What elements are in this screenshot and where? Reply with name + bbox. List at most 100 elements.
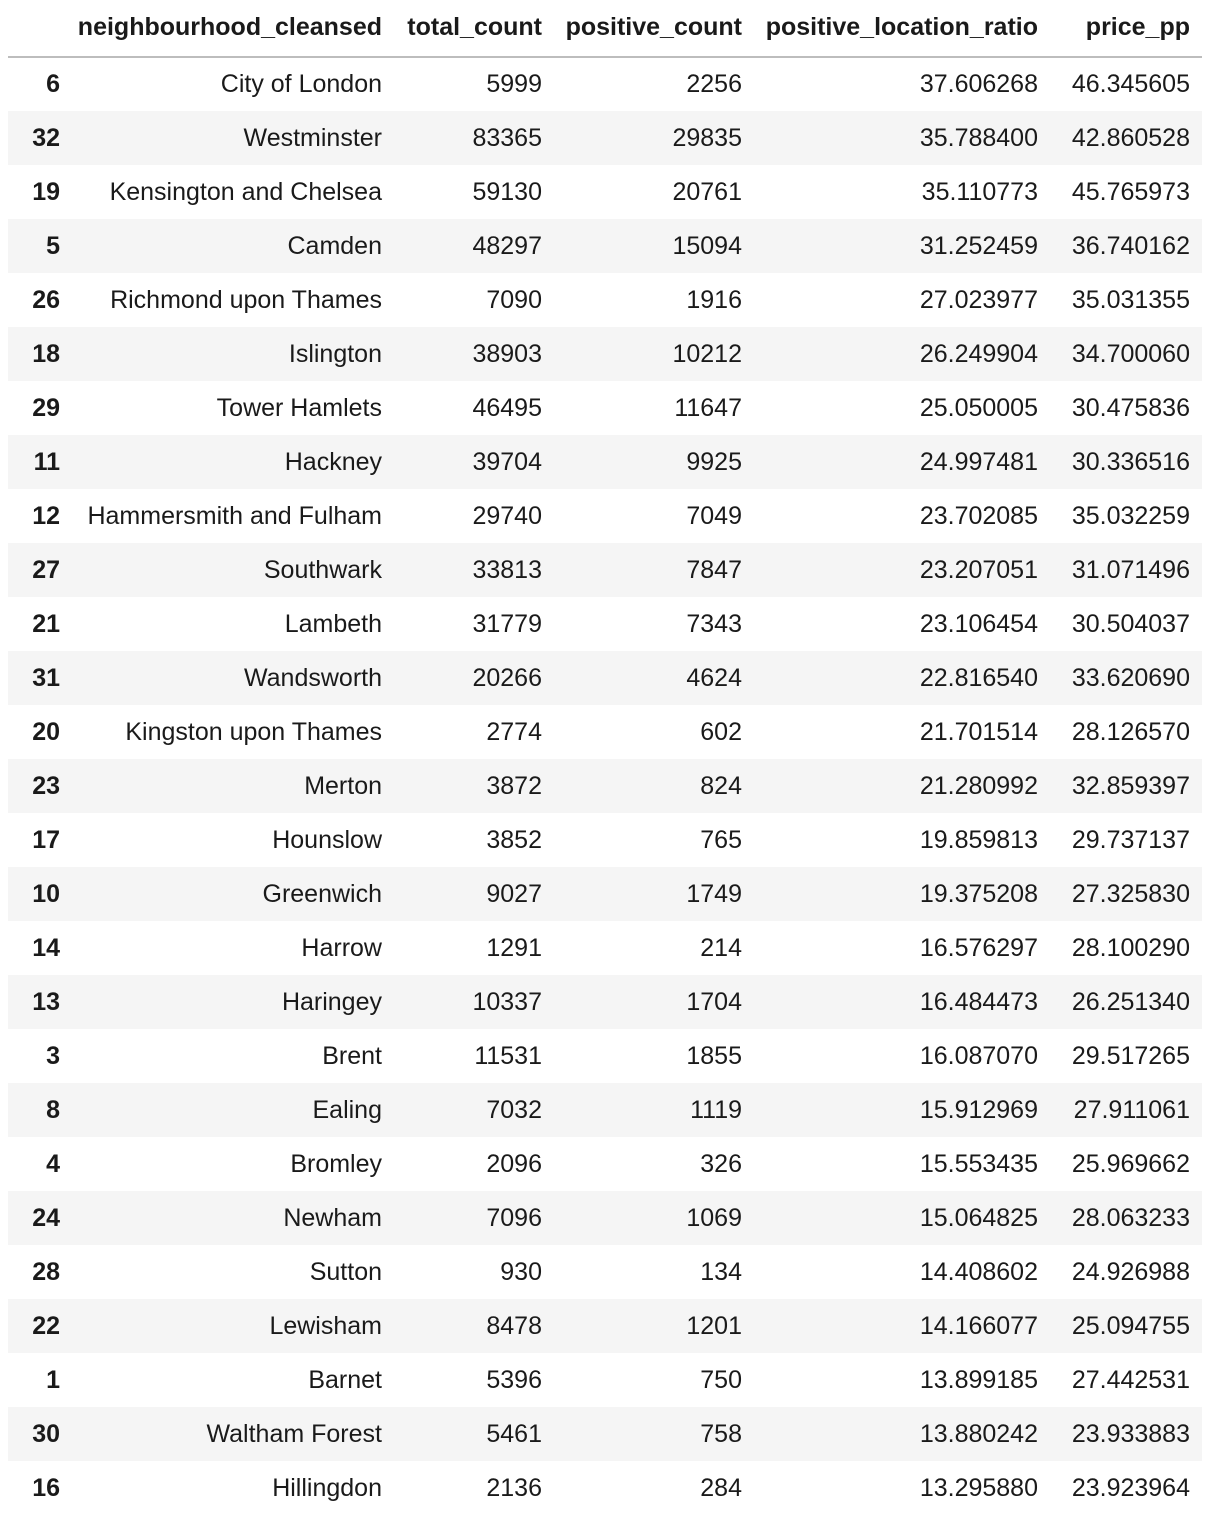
total-count-cell: 10337 [472,987,542,1016]
total-count-cell: 83365 [472,123,542,152]
total-count-cell: 7032 [486,1095,542,1124]
table-row: 22 Lewisham 8478 1201 14.166077 25.094755 [8,1299,1202,1353]
positive-count-cell: 758 [700,1419,742,1448]
neighbourhood-cell: Southwark [263,555,382,584]
price-pp-cell: 30.475836 [1071,393,1190,422]
row-index: 28 [32,1257,60,1286]
positive-location-ratio-cell: 23.702085 [919,501,1038,530]
neighbourhood-cell: Westminster [243,123,382,152]
positive-location-ratio-cell: 21.280992 [919,771,1038,800]
column-header-positive-count: positive_count [554,0,754,58]
neighbourhood-cell: Merton [304,771,382,800]
row-index: 1 [46,1365,60,1394]
neighbourhood-cell: Waltham Forest [206,1419,382,1448]
positive-location-ratio-cell: 15.553435 [919,1149,1038,1178]
row-index: 12 [32,501,60,530]
total-count-cell: 33813 [472,555,542,584]
neighbourhood-cell: Lambeth [284,609,382,638]
row-index: 26 [32,285,60,314]
neighbourhood-cell: Hammersmith and Fulham [87,501,382,530]
price-pp-cell: 28.063233 [1071,1203,1190,1232]
positive-location-ratio-cell: 21.701514 [919,717,1038,746]
total-count-cell: 930 [500,1257,542,1286]
table-row: 20 Kingston upon Thames 2774 602 21.701514 28… [8,705,1202,759]
index-header [8,0,74,58]
positive-count-cell: 284 [700,1473,742,1502]
total-count-cell: 59130 [472,177,542,206]
row-index: 21 [32,609,60,638]
row-index: 4 [46,1149,60,1178]
positive-count-cell: 1069 [686,1203,742,1232]
table-row: 13 Haringey 10337 1704 16.484473 26.251340 [8,975,1202,1029]
row-index: 18 [32,339,60,368]
total-count-cell: 5999 [486,70,542,98]
table-row: 16 Hillingdon 2136 284 13.295880 23.923964 [8,1461,1202,1515]
row-index: 31 [32,663,60,692]
positive-location-ratio-cell: 13.880242 [919,1419,1038,1448]
column-header-neighbourhood: neighbourhood_cleansed [74,0,394,58]
row-index: 13 [32,987,60,1016]
table-row: 12 Hammersmith and Fulham 29740 7049 23.7020… [8,489,1202,543]
positive-count-cell: 1749 [686,879,742,908]
price-pp-cell: 46.345605 [1071,70,1190,98]
total-count-cell: 1291 [486,933,542,962]
price-pp-cell: 27.442531 [1071,1365,1190,1394]
total-count-cell: 7090 [486,285,542,314]
table-row: 23 Merton 3872 824 21.280992 32.859397 [8,759,1202,813]
positive-location-ratio-cell: 13.295880 [919,1473,1038,1502]
row-index: 24 [32,1203,60,1232]
row-index: 5 [46,231,60,260]
table-row: 5 Camden 48297 15094 31.252459 36.740162 [8,219,1202,273]
table-row: 21 Lambeth 31779 7343 23.106454 30.504037 [8,597,1202,651]
table-row: 8 Ealing 7032 1119 15.912969 27.911061 [8,1083,1202,1137]
positive-location-ratio-cell: 16.576297 [919,933,1038,962]
positive-count-cell: 1201 [686,1311,742,1340]
neighbourhood-cell: Kensington and Chelsea [109,177,382,206]
total-count-cell: 2096 [486,1149,542,1178]
neighbourhood-cell: Camden [287,231,383,260]
row-index: 19 [32,177,60,206]
price-pp-cell: 27.911061 [1073,1095,1190,1124]
positive-location-ratio-cell: 27.023977 [919,285,1038,314]
table-row: 4 Bromley 2096 326 15.553435 25.969662 [8,1137,1202,1191]
price-pp-cell: 25.969662 [1071,1149,1190,1178]
neighbourhood-cell: Ealing [312,1095,383,1124]
price-pp-cell: 29.517265 [1071,1041,1190,1070]
positive-location-ratio-cell: 22.816540 [919,663,1038,692]
positive-location-ratio-cell: 31.252459 [919,231,1038,260]
table-row: 18 Islington 38903 10212 26.249904 34.700060 [8,327,1202,381]
table-row: 17 Hounslow 3852 765 19.859813 29.737137 [8,813,1202,867]
row-index: 14 [32,933,60,962]
table-row: 1 Barnet 5396 750 13.899185 27.442531 [8,1353,1202,1407]
dataframe-table: neighbourhood_cleansed total_count posit… [8,0,1202,1515]
column-header-total-count: total_count [394,0,554,58]
neighbourhood-cell: Wandsworth [243,663,382,692]
table-row: 14 Harrow 1291 214 16.576297 28.100290 [8,921,1202,975]
positive-count-cell: 7847 [686,555,742,584]
table-row: 24 Newham 7096 1069 15.064825 28.063233 [8,1191,1202,1245]
positive-location-ratio-cell: 25.050005 [919,393,1038,422]
row-index: 8 [46,1095,60,1124]
price-pp-cell: 23.923964 [1071,1473,1190,1502]
positive-count-cell: 20761 [672,177,742,206]
table-row: 30 Waltham Forest 5461 758 13.880242 23.93388… [8,1407,1202,1461]
positive-count-cell: 824 [700,771,742,800]
positive-count-cell: 602 [700,717,742,746]
price-pp-cell: 26.251340 [1071,987,1190,1016]
neighbourhood-cell: Haringey [281,987,382,1016]
total-count-cell: 3872 [486,771,542,800]
positive-count-cell: 9925 [686,447,742,476]
positive-location-ratio-cell: 37.606268 [919,70,1038,98]
price-pp-cell: 36.740162 [1071,231,1190,260]
positive-count-cell: 10212 [672,339,742,368]
total-count-cell: 48297 [472,231,542,260]
total-count-cell: 5461 [486,1419,542,1448]
neighbourhood-cell: Barnet [308,1365,382,1394]
positive-location-ratio-cell: 19.859813 [919,825,1038,854]
positive-location-ratio-cell: 13.899185 [919,1365,1038,1394]
positive-location-ratio-cell: 19.375208 [919,879,1038,908]
neighbourhood-cell: Hillingdon [272,1473,382,1502]
positive-count-cell: 326 [700,1149,742,1178]
table-body: 6 City of London 5999 2256 37.606268 46.34560… [8,57,1202,1515]
table-row: 6 City of London 5999 2256 37.606268 46.34560… [8,57,1202,111]
